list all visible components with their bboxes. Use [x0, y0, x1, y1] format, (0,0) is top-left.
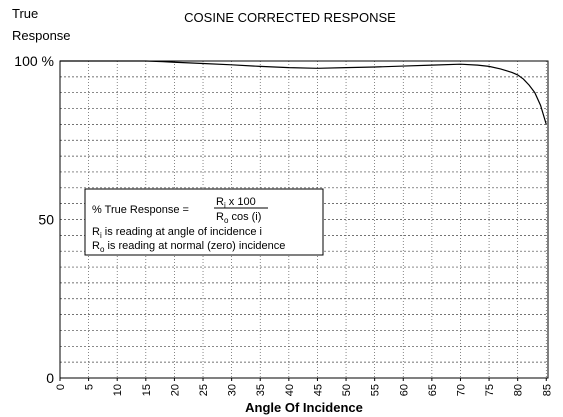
annotation-text-part: cos (i): [228, 211, 261, 223]
line-series: [60, 60, 547, 125]
x-tick-label: 70: [455, 384, 467, 396]
x-tick-label: 50: [341, 384, 353, 396]
annotation-text: Ri is reading at angle of incidence i: [92, 226, 262, 240]
annotation-text-part: i: [100, 231, 102, 240]
x-axis-label: Angle Of Incidence: [245, 400, 363, 415]
annotation-text-part: R: [216, 211, 224, 223]
x-tick-label: 10: [112, 384, 124, 396]
x-tick-label: 65: [427, 384, 439, 396]
y-tick-label: 100 %: [14, 53, 54, 69]
annotation-text-part: i: [224, 201, 226, 210]
y-tick-label: 0: [46, 370, 54, 386]
x-tick-label: 30: [227, 384, 239, 396]
y-tick-label: 50: [38, 212, 54, 228]
x-tick-label: 0: [55, 384, 67, 390]
annotation-text-part: R: [216, 196, 224, 208]
annotation-text: Ri x 100: [216, 196, 256, 210]
x-tick-label: 85: [541, 384, 553, 396]
annotation-text: % True Response =: [92, 204, 189, 216]
annotation-text: Ro cos (i): [216, 211, 261, 225]
x-tick-label: 60: [398, 384, 410, 396]
x-tick-label: 45: [312, 384, 324, 396]
x-tick-label: 15: [141, 384, 153, 396]
x-tick-label: 80: [513, 384, 525, 396]
x-tick-label: 35: [255, 384, 267, 396]
annotation-text-part: o: [224, 216, 229, 225]
annotation-box: [84, 188, 324, 256]
annotation-text-part: is reading at normal (zero) incidence: [104, 240, 285, 252]
chart-title: COSINE CORRECTED RESPONSE: [184, 10, 396, 25]
annotation-text-part: o: [100, 245, 105, 254]
y-axis-label: True: [12, 6, 38, 21]
x-tick-label: 5: [84, 384, 96, 390]
annotation-text-part: R: [92, 226, 100, 238]
plot-frame: [59, 60, 549, 379]
x-tick-label: 40: [284, 384, 296, 396]
x-tick-label: 55: [370, 384, 382, 396]
y-axis-label: Response: [12, 28, 71, 43]
x-tick-label: 75: [484, 384, 496, 396]
annotation-text-part: is reading at angle of incidence i: [102, 226, 262, 238]
annotation-text: Ro is reading at normal (zero) incidence: [92, 240, 285, 254]
x-tick-label: 20: [169, 384, 181, 396]
x-tick-label: 25: [198, 384, 210, 396]
annotation-text-part: R: [92, 240, 100, 252]
annotation-text-part: x 100: [226, 196, 256, 208]
